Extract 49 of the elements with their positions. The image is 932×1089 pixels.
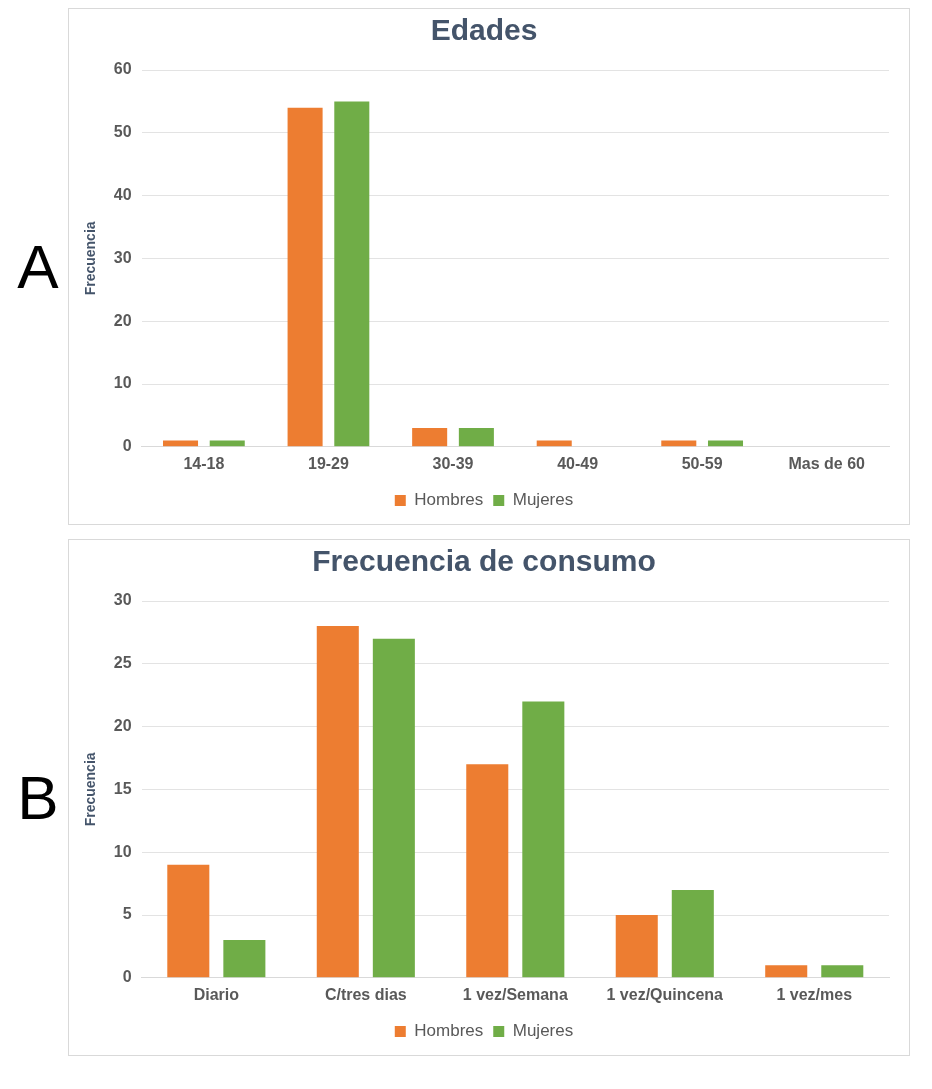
x-tick-label: 19-29 xyxy=(307,454,350,472)
y-tick-label: 20 xyxy=(113,717,132,735)
bar xyxy=(615,915,658,978)
y-tick-label: 20 xyxy=(113,311,132,329)
x-tick-label: 14-18 xyxy=(183,454,225,472)
text: B xyxy=(17,763,59,832)
legend-label: Hombres xyxy=(414,1021,484,1041)
y-tick-label: 10 xyxy=(113,842,132,860)
bar xyxy=(372,638,415,978)
bar xyxy=(334,101,370,447)
x-tick-label: 1 vez/Semana xyxy=(462,985,568,1003)
y-tick-label: 5 xyxy=(122,905,132,923)
x-tick-label: 50-59 xyxy=(681,454,723,472)
y-tick-label: 40 xyxy=(113,186,132,204)
y-tick-label: 25 xyxy=(113,654,132,672)
x-tick-label: 1 vez/Quincena xyxy=(606,985,724,1003)
x-tick-label: 30-39 xyxy=(432,454,474,472)
bar xyxy=(316,626,359,978)
y-tick-label: 60 xyxy=(113,60,132,78)
legend-label: Mujeres xyxy=(512,490,574,510)
bar xyxy=(412,427,448,447)
x-tick-label: Mas de 60 xyxy=(788,454,866,472)
bar xyxy=(223,940,266,978)
y-tick-label: 0 xyxy=(122,968,132,986)
y-tick-label: 10 xyxy=(113,374,132,392)
x-tick-label: C/tres dias xyxy=(324,985,407,1003)
bar xyxy=(466,764,509,978)
bar xyxy=(287,107,323,447)
y-tick-label: 30 xyxy=(113,591,132,609)
bar xyxy=(671,889,714,978)
bar xyxy=(765,965,808,978)
y-tick-label: 15 xyxy=(113,779,132,797)
y-tick-label: 50 xyxy=(113,123,132,141)
chart-title: Frecuencia de consumo xyxy=(312,544,656,578)
bar xyxy=(821,965,864,978)
legend-label: Mujeres xyxy=(512,1021,574,1041)
text: A xyxy=(17,232,59,301)
x-tick-label: Diario xyxy=(193,985,240,1003)
legend-label: Hombres xyxy=(414,490,484,510)
bar xyxy=(522,701,565,978)
bar xyxy=(167,864,210,978)
x-tick-label: 1 vez/mes xyxy=(776,985,853,1003)
y-axis-title: Frecuencia xyxy=(82,752,99,827)
chart-title: Edades xyxy=(430,13,538,47)
x-tick-label: 40-49 xyxy=(557,454,599,472)
y-axis-title: Frecuencia xyxy=(82,221,99,296)
bar xyxy=(458,427,494,447)
y-tick-label: 30 xyxy=(113,248,132,266)
y-tick-label: 0 xyxy=(122,437,132,455)
